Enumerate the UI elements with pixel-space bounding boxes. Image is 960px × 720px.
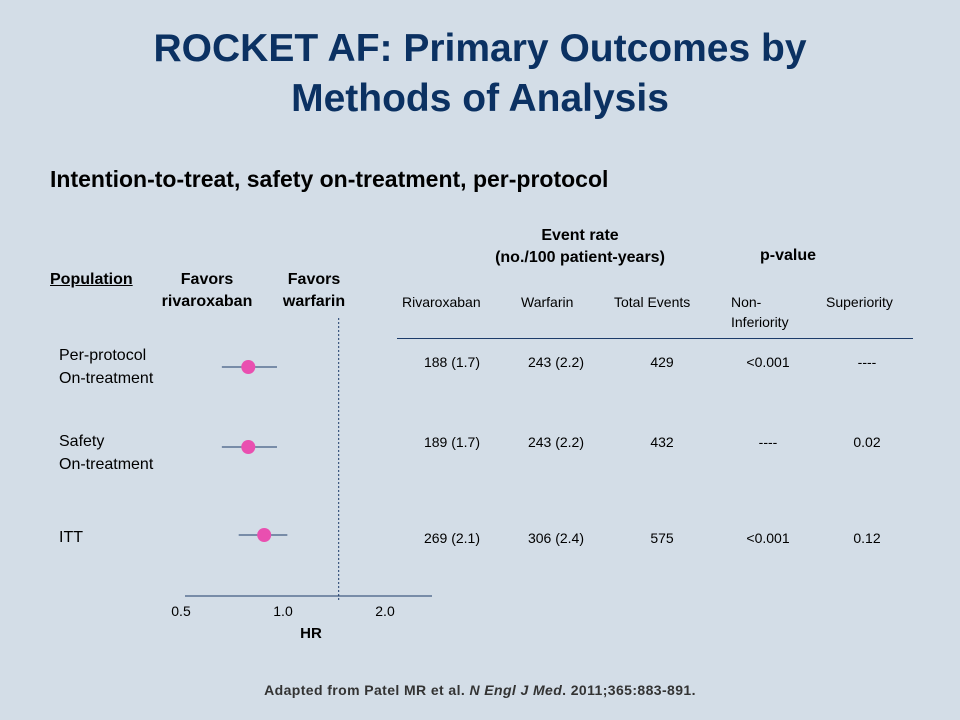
cell-rivaroxaban: 188 (1.7) [423, 354, 481, 370]
favors-rivaroxaban-line-2: rivaroxaban [161, 293, 253, 310]
noninferiority-line-2: Inferiority [731, 314, 789, 330]
cell-total-events: 429 [650, 354, 674, 370]
citation-prefix: Adapted from Patel MR et al. [264, 682, 466, 698]
favors-rivaroxaban-label: Favors rivaroxaban [151, 269, 263, 313]
population-header: Population [50, 271, 133, 288]
cell-rivaroxaban: 269 (2.1) [423, 530, 481, 546]
slide-title: ROCKET AF: Primary Outcomes by Methods o… [0, 24, 960, 124]
event-rate-line-1: Event rate [541, 227, 619, 244]
title-line-2: Methods of Analysis [291, 77, 669, 120]
row-label-itt: ITT [59, 526, 83, 549]
cell-superiority: 0.12 [853, 530, 881, 546]
table-header-rule [397, 338, 913, 339]
cell-noninferiority: <0.001 [746, 354, 790, 370]
pvalue-header: p-value [760, 247, 817, 264]
cell-rivaroxaban: 189 (1.7) [423, 434, 481, 450]
col-header-rivaroxaban: Rivaroxaban [402, 294, 481, 310]
row-label-line-2: On-treatment [59, 370, 154, 387]
col-header-superiority: Superiority [826, 294, 893, 310]
cell-noninferiority: <0.001 [746, 530, 790, 546]
x-tick-label: 0.5 [171, 603, 191, 619]
slide-subtitle: Intention-to-treat, safety on-treatment,… [50, 166, 609, 192]
cell-noninferiority: ---- [758, 434, 778, 450]
cell-warfarin: 243 (2.2) [527, 434, 585, 450]
row-label-line-2: On-treatment [59, 456, 154, 473]
favors-warfarin-line-2: warfarin [282, 293, 346, 310]
x-axis-label: HR [300, 625, 322, 642]
hr-point [241, 440, 256, 454]
x-tick-label: 2.0 [375, 603, 395, 619]
row-label-line-1: Safety [59, 433, 105, 450]
citation-journal: N Engl J Med [469, 682, 563, 698]
noninferiority-line-1: Non- [731, 294, 762, 310]
col-header-total-events: Total Events [614, 294, 691, 310]
row-label-line-1: ITT [59, 529, 83, 546]
hr-point [257, 528, 272, 542]
citation-suffix: . 2011;365:883-891. [562, 682, 696, 698]
col-header-noninferiority: Non- Inferiority [731, 292, 789, 332]
row-label-line-1: Per-protocol [59, 347, 147, 364]
row-label-safety: Safety On-treatment [59, 430, 153, 476]
hr-point [241, 360, 256, 374]
favors-warfarin-label: Favors warfarin [270, 269, 358, 313]
cell-superiority: 0.02 [853, 434, 881, 450]
favors-rivaroxaban-line-1: Favors [180, 271, 234, 288]
cell-superiority: ---- [857, 354, 877, 370]
cell-warfarin: 306 (2.4) [527, 530, 585, 546]
citation: Adapted from Patel MR et al. N Engl J Me… [0, 682, 960, 698]
cell-total-events: 432 [650, 434, 674, 450]
x-tick-label: 1.0 [273, 603, 293, 619]
title-line-1: ROCKET AF: Primary Outcomes by [153, 27, 807, 70]
favors-warfarin-line-1: Favors [287, 271, 341, 288]
col-header-warfarin: Warfarin [521, 294, 574, 310]
cell-total-events: 575 [650, 530, 674, 546]
event-rate-line-2: (no./100 patient-years) [495, 249, 665, 266]
cell-warfarin: 243 (2.2) [527, 354, 585, 370]
row-label-per-protocol: Per-protocol On-treatment [59, 344, 153, 390]
event-rate-header: Event rate (no./100 patient-years) [460, 225, 700, 269]
